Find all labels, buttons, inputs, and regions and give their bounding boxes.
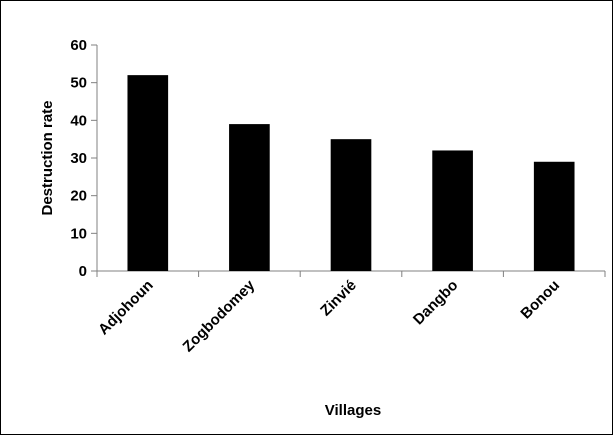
y-axis-title: Destruction rate [39,100,56,215]
bars [127,75,575,271]
x-tick-label: Adjohoun [95,277,157,339]
y-tick-label: 30 [70,150,87,167]
bar-zinvie [330,139,372,271]
x-tick-label: Zinvié [317,277,360,320]
x-axis-title: Villages [325,402,381,419]
y-ticks: 0 10 20 30 40 50 60 [70,37,97,280]
x-tick-label: Bonou [517,277,563,323]
bar-zogbodomey [229,124,270,271]
x-tick-labels: Adjohoun Zogbodomey Zinvié Dangbo Bonou [95,276,563,355]
y-tick-label: 20 [70,188,87,205]
y-tick-label: 60 [70,37,87,54]
bar-adjohoun [127,75,169,271]
bar-dangbo [432,150,473,271]
y-tick-label: 40 [70,112,87,129]
y-tick-label: 10 [70,225,87,242]
y-tick-label: 50 [70,75,87,92]
y-tick-label: 0 [79,263,87,280]
x-tick-label: Zogbodomey [180,276,259,355]
bar-bonou [533,161,575,271]
x-tick-label: Dangbo [410,277,461,328]
